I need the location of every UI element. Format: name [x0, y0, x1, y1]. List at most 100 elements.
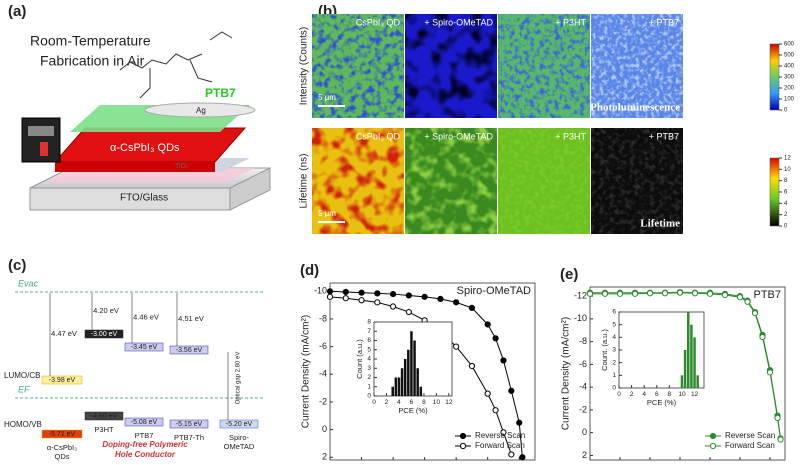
data-point	[405, 292, 412, 299]
substrate-label: FTO/Glass	[120, 193, 168, 204]
bar	[680, 375, 684, 388]
data-point	[453, 343, 460, 350]
lumo-label: LUMO/CB	[4, 371, 40, 380]
data-point	[676, 289, 684, 296]
panel-label: (e)	[560, 266, 578, 283]
lumo-band	[84, 329, 124, 339]
map-texture	[591, 14, 683, 118]
y-tick-label: -4	[579, 382, 587, 392]
data-point	[516, 419, 523, 426]
homo-band	[219, 419, 259, 429]
map-texture	[591, 128, 683, 234]
data-point	[631, 290, 639, 297]
y-tick-label: 1	[612, 372, 616, 379]
y-tick-label: -8	[579, 336, 587, 346]
y-tick-label: 4	[612, 334, 616, 341]
electrode-label: Ag	[196, 106, 206, 115]
material-name: Spiro-	[229, 433, 250, 442]
bar	[416, 368, 419, 396]
legend-label: Forward Scan	[475, 441, 525, 450]
bar	[410, 331, 413, 396]
data-point	[374, 290, 381, 297]
x-tick-label: 0.6	[674, 463, 687, 465]
x-tick-label: 1.2	[764, 463, 777, 465]
tem-detail	[28, 126, 54, 136]
x-tick-label: 0.4	[644, 463, 657, 465]
material-name: QDs	[55, 452, 70, 461]
series-annotation: Spiro-OMeTAD	[457, 285, 531, 297]
data-point	[519, 454, 526, 461]
y-tick-label: 3	[612, 347, 616, 354]
etl-label: TiO₂	[175, 163, 189, 170]
gap-value: 4.20 eV	[93, 306, 119, 315]
legend-marker	[709, 442, 717, 450]
y-tick-label: 4	[367, 356, 371, 363]
x-tick-label: 8	[422, 399, 426, 406]
colorbar-label: 300	[784, 75, 795, 81]
fermi-label: EF	[18, 384, 30, 394]
material-name: PTB7-Th	[174, 433, 204, 442]
y-tick-label: 5	[367, 346, 371, 353]
material-name: α-CsPbI₃	[47, 443, 77, 452]
x-tick-label: 0.0	[324, 463, 337, 465]
lumo-band	[124, 342, 164, 352]
bar	[687, 312, 690, 388]
gap-value: 4.51 eV	[178, 314, 204, 323]
hole-conductor-note: Hole Conductor	[115, 450, 176, 459]
y-axis-label: Count. (a.u.)	[600, 329, 609, 371]
ag-electrode	[144, 102, 256, 118]
homo-value: -5.71 eV	[49, 431, 76, 438]
series-annotation: PTB7	[753, 289, 781, 301]
x-tick-label: 1.0	[481, 463, 494, 465]
data-point	[389, 303, 397, 310]
map-texture	[312, 14, 404, 118]
map-caption: + PTB7	[649, 17, 679, 27]
data-point	[766, 369, 774, 376]
map-caption: CsPbI₃ QD	[356, 131, 401, 141]
data-point	[484, 390, 491, 397]
x-tick-label: 0	[617, 391, 621, 398]
x-tick-label: 0.2	[355, 463, 368, 465]
x-tick-label: 4	[397, 399, 401, 406]
material-name: PTB7	[135, 431, 154, 440]
colorbar-label: 10	[784, 167, 791, 173]
lumo-value: -3.56 eV	[176, 347, 203, 354]
y-tick-label: -10	[574, 313, 587, 323]
legend-label: Reverse Scan	[475, 431, 525, 440]
y-tick-label: -2	[579, 404, 587, 414]
map-texture	[405, 128, 497, 234]
homo-band	[41, 429, 83, 439]
y-tick-label: 0	[612, 385, 616, 392]
data-point	[492, 335, 499, 342]
data-point	[326, 293, 334, 300]
y-tick-label: 2	[322, 452, 327, 462]
legend-label: Reverse Scan	[725, 431, 775, 440]
polymer-label: PTB7	[205, 86, 236, 100]
data-point	[759, 333, 766, 341]
colorbar-label: 4	[784, 201, 788, 207]
molecule	[119, 31, 233, 99]
legend-label: Forward Scan	[725, 441, 775, 450]
x-tick-label: 8	[668, 391, 672, 398]
data-point	[508, 451, 515, 458]
hole-conductor-note: Doping-free Polymeric	[102, 440, 188, 449]
colorbar	[769, 157, 780, 227]
colorbar-label: 100	[784, 97, 795, 103]
data-point	[421, 293, 428, 300]
map-caption: + P3HT	[555, 17, 586, 27]
data-point	[437, 295, 444, 303]
glass-edge	[229, 167, 271, 211]
y-tick-label: -8	[319, 313, 327, 323]
lumo-value: -3.98 eV	[49, 377, 76, 384]
x-tick-label: 12	[691, 391, 699, 398]
y-tick-label: -2	[319, 396, 327, 406]
row-title: Lifetime	[640, 218, 680, 230]
colorbar-label: 6	[784, 190, 788, 196]
data-point	[500, 429, 507, 436]
data-point	[492, 407, 499, 414]
data-point	[736, 294, 744, 301]
x-tick-label: 0.0	[584, 463, 597, 465]
x-tick-label: 0	[372, 399, 376, 406]
y-tick-label: 0	[367, 393, 371, 400]
bar	[690, 324, 693, 388]
